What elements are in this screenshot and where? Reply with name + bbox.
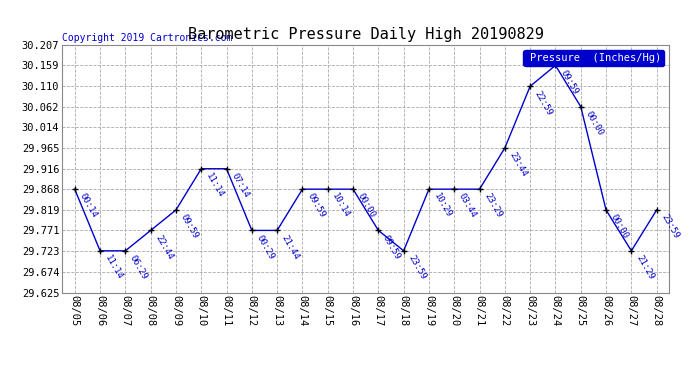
Title: Barometric Pressure Daily High 20190829: Barometric Pressure Daily High 20190829 [188, 27, 544, 42]
Text: 06:29: 06:29 [128, 254, 149, 281]
Text: 00:00: 00:00 [356, 192, 377, 220]
Text: 10:29: 10:29 [432, 192, 453, 220]
Text: Copyright 2019 Cartronics.com: Copyright 2019 Cartronics.com [62, 33, 233, 42]
Text: 00:29: 00:29 [255, 233, 276, 261]
Text: 23:59: 23:59 [660, 213, 680, 240]
Text: 00:00: 00:00 [584, 110, 604, 137]
Text: 10:14: 10:14 [331, 192, 352, 220]
Text: 21:29: 21:29 [634, 254, 656, 281]
Text: 09:59: 09:59 [305, 192, 326, 220]
Text: 22:44: 22:44 [153, 233, 175, 261]
Text: 09:59: 09:59 [558, 68, 580, 96]
Text: 11:14: 11:14 [103, 254, 124, 281]
Text: 09:59: 09:59 [179, 213, 200, 240]
Text: 11:14: 11:14 [204, 171, 225, 199]
Text: 09:59: 09:59 [381, 233, 402, 261]
Text: 03:44: 03:44 [457, 192, 478, 220]
Text: 23:44: 23:44 [508, 151, 529, 178]
Text: 23:29: 23:29 [482, 192, 504, 220]
Text: 23:59: 23:59 [406, 254, 428, 281]
Legend: Pressure  (Inches/Hg): Pressure (Inches/Hg) [524, 50, 664, 66]
Text: 22:59: 22:59 [533, 89, 554, 117]
Text: 21:44: 21:44 [280, 233, 301, 261]
Text: 07:14: 07:14 [229, 171, 250, 199]
Text: 00:00: 00:00 [609, 213, 630, 240]
Text: 00:14: 00:14 [77, 192, 99, 220]
